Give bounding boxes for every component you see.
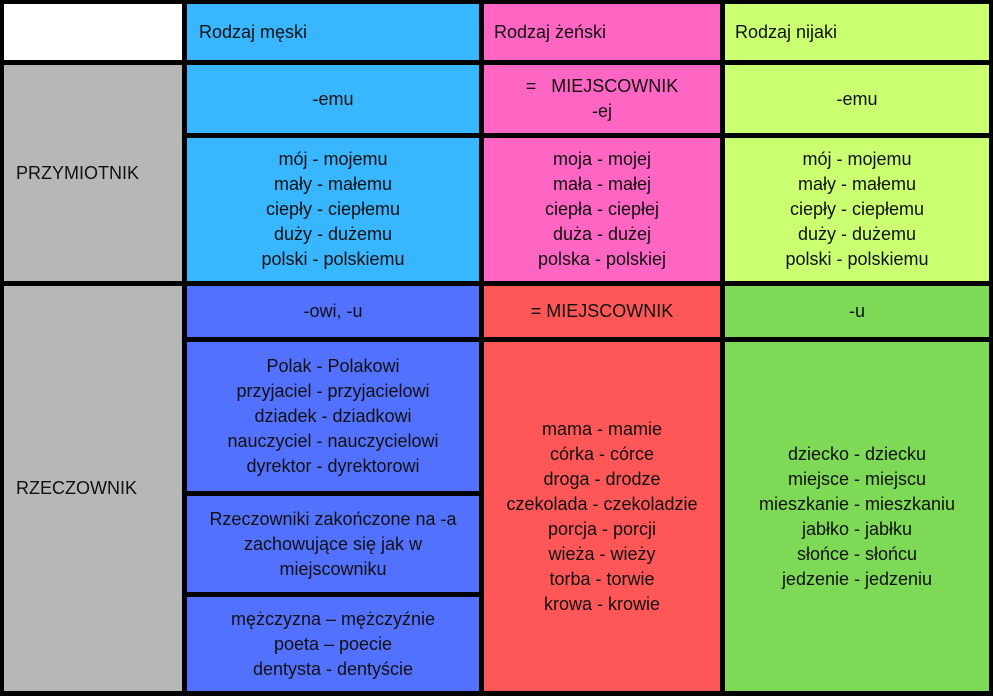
- list-item: polska - polskiej: [537, 249, 667, 269]
- list-item: czekolada - czekoladzie: [506, 493, 698, 514]
- header-masculine: Rodzaj męski: [187, 4, 479, 60]
- list-item: moja - mojej: [552, 149, 652, 169]
- list-item: mój - mojemu: [278, 149, 388, 169]
- list-item: duży - dużemu: [273, 224, 393, 244]
- list-item: Polak - Polakowi: [266, 356, 400, 376]
- adjective-fem-ending-line2: -ej: [591, 101, 612, 121]
- noun-neut-ending-text: -u: [848, 301, 865, 321]
- noun-masc-note: Rzeczowniki zakończone na -a zachowujące…: [187, 496, 479, 592]
- row-label-noun-text: RZECZOWNIK: [16, 478, 137, 498]
- list-item: mama - mamie: [541, 418, 662, 439]
- header-neuter-label: Rodzaj nijaki: [735, 21, 838, 42]
- list-item: dziadek - dziadkowi: [254, 406, 412, 426]
- header-feminine: Rodzaj żeński: [484, 4, 720, 60]
- list-item: przyjaciel - przyjacielowi: [236, 381, 430, 401]
- list-item: wieża - wieży: [548, 543, 656, 564]
- list-item: ciepły - ciepłemu: [265, 199, 401, 219]
- list-item: mężczyzna – mężczyźnie: [230, 608, 436, 629]
- noun-fem-ending: = MIEJSCOWNIK: [484, 286, 720, 337]
- corner-cell: [4, 4, 182, 60]
- list-item: dziecko - dziecku: [787, 443, 927, 464]
- list-item: duża - dużej: [552, 224, 652, 244]
- list-item: jabłko - jabłku: [801, 518, 913, 539]
- noun-neut-ending: -u: [725, 286, 989, 337]
- adjective-fem-ending: = MIEJSCOWNIK -ej: [484, 65, 720, 133]
- noun-fem-ending-text: = MIEJSCOWNIK: [530, 301, 674, 321]
- list-item: mały - małemu: [797, 174, 917, 194]
- list-item: mały - małemu: [273, 174, 393, 194]
- list-item: krowa - krowie: [543, 593, 660, 614]
- list-item: jedzenie - jedzeniu: [781, 568, 933, 589]
- list-item: duży - dużemu: [797, 224, 917, 244]
- row-label-adjective-text: PRZYMIOTNIK: [16, 162, 140, 183]
- adjective-masc-ending: -emu: [187, 65, 479, 133]
- list-item: porcja - porcji: [547, 518, 657, 539]
- list-item: polski - polskiemu: [785, 249, 929, 269]
- noun-masc-note-text: Rzeczowniki zakończone na -a zachowujące…: [209, 508, 457, 579]
- list-item: mała - małej: [552, 174, 652, 194]
- noun-masc-ending-text: -owi, -u: [303, 301, 363, 321]
- adjective-fem-examples: moja - mojej mała - małej ciepła - ciepł…: [484, 138, 720, 281]
- row-label-noun: RZECZOWNIK: [4, 286, 182, 691]
- header-masculine-label: Rodzaj męski: [199, 21, 308, 42]
- adjective-neut-ending-text: -emu: [836, 88, 878, 109]
- adjective-neut-ending: -emu: [725, 65, 989, 133]
- adjective-fem-ending-line1: = MIEJSCOWNIK: [525, 76, 679, 96]
- list-item: poeta – poecie: [273, 633, 393, 654]
- row-label-adjective: PRZYMIOTNIK: [4, 65, 182, 281]
- noun-masc-examples: Polak - Polakowi przyjaciel - przyjaciel…: [187, 342, 479, 491]
- list-item: ciepła - ciepłej: [544, 199, 660, 219]
- list-item: córka - córce: [549, 443, 654, 464]
- noun-masc-ending: -owi, -u: [187, 286, 479, 337]
- adjective-masc-examples: mój - mojemu mały - małemu ciepły - ciep…: [187, 138, 479, 281]
- list-item: torba - torwie: [549, 568, 655, 589]
- list-item: słońce - słońcu: [796, 543, 918, 564]
- adjective-masc-ending-text: -emu: [312, 88, 354, 109]
- list-item: ciepły - ciepłemu: [789, 199, 925, 219]
- noun-neut-examples: dziecko - dziecku miejsce - miejscu mies…: [725, 342, 989, 691]
- noun-fem-examples: mama - mamie córka - córce droga - drodz…: [484, 342, 720, 691]
- list-item: mieszkanie - mieszkaniu: [758, 493, 956, 514]
- list-item: droga - drodze: [543, 468, 661, 489]
- list-item: dentysta - dentyście: [252, 658, 414, 679]
- adjective-neut-examples: mój - mojemu mały - małemu ciepły - ciep…: [725, 138, 989, 281]
- list-item: mój - mojemu: [802, 149, 912, 169]
- list-item: nauczyciel - nauczycielowi: [227, 431, 439, 451]
- list-item: dyrektor - dyrektorowi: [246, 456, 420, 476]
- noun-masc-a-examples: mężczyzna – mężczyźnie poeta – poecie de…: [187, 597, 479, 691]
- header-feminine-label: Rodzaj żeński: [494, 21, 607, 42]
- list-item: polski - polskiemu: [261, 249, 405, 269]
- header-neuter: Rodzaj nijaki: [725, 4, 989, 60]
- list-item: miejsce - miejscu: [787, 468, 926, 489]
